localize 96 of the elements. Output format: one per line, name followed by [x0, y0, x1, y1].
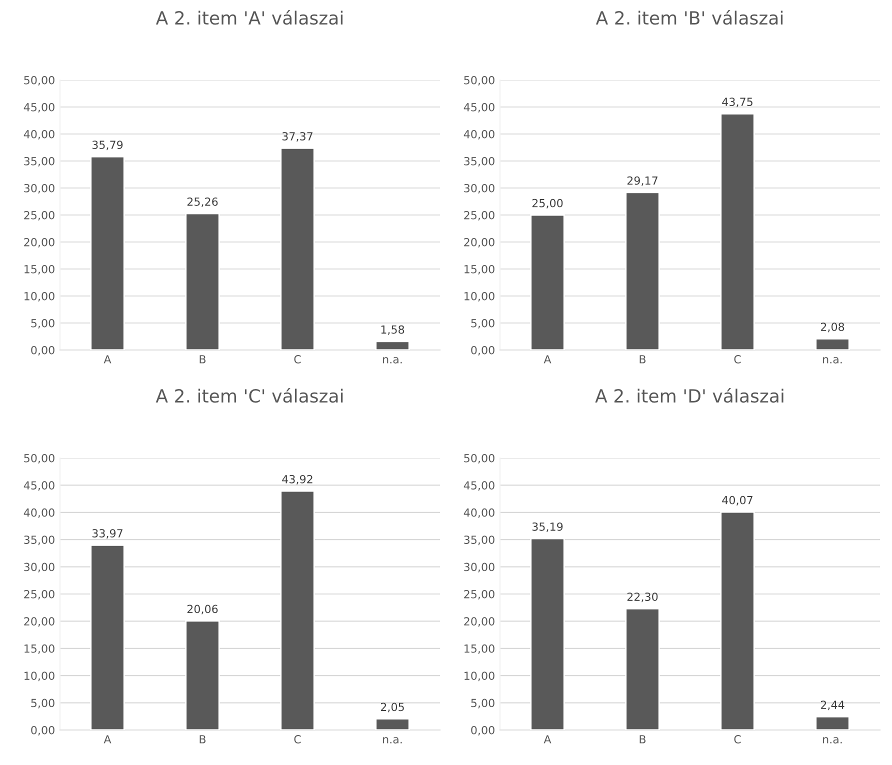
y-tick-label: 50,00	[464, 76, 494, 86]
y-tick-label: 20,00	[24, 238, 54, 248]
x-tick-label: A	[104, 355, 112, 364]
bar	[375, 718, 410, 730]
y-tick-label: 15,00	[464, 264, 494, 275]
y-tick-label: 50,00	[24, 76, 54, 86]
y-tick-label: 10,00	[24, 292, 54, 302]
y-tick-label: 35,00	[24, 536, 54, 546]
bar	[530, 214, 565, 350]
y-tick-label: 35,00	[24, 156, 54, 167]
data-label: 35,79	[92, 140, 123, 150]
x-tick-label: B	[200, 735, 206, 744]
data-label: 43,92	[282, 474, 312, 484]
y-tick-label: 25,00	[464, 590, 494, 600]
bar	[90, 544, 125, 730]
y-tick-label: 5,00	[471, 318, 494, 329]
y-tick-label: 25,00	[24, 210, 54, 221]
y-tick-label: 45,00	[24, 481, 54, 491]
bar	[720, 113, 755, 350]
y-tick-label: 5,00	[31, 318, 54, 329]
x-tick-label: A	[104, 735, 112, 744]
bar	[375, 340, 410, 350]
data-label: 29,17	[627, 176, 658, 186]
y-tick-label: 50,00	[24, 454, 54, 464]
y-tick-label: 10,00	[464, 672, 494, 682]
y-tick-label: 20,00	[464, 617, 494, 627]
bar	[815, 338, 850, 350]
x-tick-label: B	[640, 355, 646, 364]
x-tick-label: n.a.	[383, 357, 402, 364]
data-label: 1,58	[381, 325, 404, 335]
data-label: 20,06	[187, 604, 218, 614]
y-tick-label: 40,00	[464, 508, 494, 518]
y-tick-label: 25,00	[464, 210, 494, 221]
data-label: 2,44	[820, 700, 844, 710]
chart-title: A 2. item 'A' válaszai	[156, 10, 343, 25]
chart-title: A 2. item 'C' válaszai	[156, 388, 343, 403]
data-label: 37,37	[282, 132, 312, 142]
y-tick-label: 40,00	[24, 508, 54, 518]
bar	[90, 156, 125, 350]
y-tick-label: 20,00	[24, 617, 54, 627]
data-label: 2,05	[380, 702, 404, 712]
y-tick-label: 40,00	[24, 130, 54, 140]
x-tick-label: C	[294, 735, 301, 744]
bar	[625, 608, 660, 730]
bar	[625, 192, 660, 350]
x-tick-label: A	[544, 355, 552, 364]
data-label: 25,26	[187, 197, 218, 208]
x-tick-label: C	[294, 355, 301, 364]
x-tick-label: n.a.	[823, 737, 842, 744]
y-tick-label: 25,00	[24, 590, 54, 600]
y-tick-label: 30,00	[24, 184, 54, 194]
y-tick-label: 0,00	[31, 346, 54, 356]
bar	[280, 148, 315, 350]
bar	[185, 212, 220, 350]
chart-title: A 2. item 'D' válaszai	[595, 388, 784, 403]
y-tick-label: 40,00	[464, 130, 494, 140]
y-tick-label: 0,00	[31, 726, 54, 736]
y-tick-label: 10,00	[464, 292, 494, 302]
bar	[530, 538, 565, 730]
y-tick-label: 5,00	[31, 698, 54, 708]
data-label: 43,75	[722, 98, 752, 108]
data-label: 2,08	[820, 322, 844, 332]
data-label: 35,19	[532, 522, 563, 532]
y-tick-label: 35,00	[464, 156, 494, 167]
x-tick-label: A	[544, 735, 552, 744]
bar	[185, 620, 220, 730]
y-tick-label: 30,00	[464, 184, 494, 194]
data-label: 33,97	[92, 529, 122, 539]
y-tick-label: 30,00	[464, 562, 494, 572]
data-label: 22,30	[627, 592, 658, 602]
y-tick-label: 35,00	[464, 536, 494, 546]
y-tick-label: 20,00	[464, 238, 494, 248]
data-label: 25,00	[532, 198, 563, 208]
y-tick-label: 0,00	[471, 346, 494, 356]
bar	[815, 716, 850, 730]
chart-title: A 2. item 'B' válaszai	[596, 10, 783, 25]
y-tick-label: 50,00	[464, 454, 494, 464]
y-tick-label: 0,00	[471, 726, 494, 736]
x-tick-label: C	[734, 355, 741, 364]
data-label: 40,07	[722, 496, 752, 506]
y-tick-label: 10,00	[24, 672, 54, 682]
y-tick-label: 30,00	[24, 562, 54, 572]
y-tick-label: 15,00	[24, 644, 54, 654]
x-tick-label: C	[734, 735, 741, 744]
y-tick-label: 5,00	[471, 698, 494, 708]
y-tick-label: 45,00	[464, 102, 494, 113]
y-tick-label: 15,00	[464, 644, 494, 654]
bar	[720, 511, 755, 730]
x-tick-label: n.a.	[383, 737, 402, 744]
bar	[280, 490, 315, 730]
y-tick-label: 15,00	[24, 264, 54, 275]
x-tick-label: B	[200, 355, 206, 364]
y-tick-label: 45,00	[464, 481, 494, 491]
x-tick-label: n.a.	[823, 357, 842, 364]
y-tick-label: 45,00	[24, 102, 54, 113]
x-tick-label: B	[640, 735, 646, 744]
